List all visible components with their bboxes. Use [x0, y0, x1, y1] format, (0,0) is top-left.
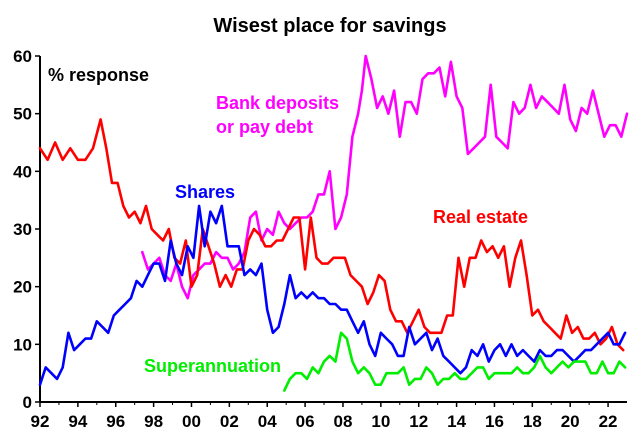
series-label-superannuation: Superannuation — [144, 356, 281, 376]
series-line-superannuation — [282, 331, 627, 392]
series-line-real-estate — [38, 118, 625, 352]
x-tick-label: 10 — [371, 412, 390, 431]
x-tick-label: 96 — [106, 412, 125, 431]
x-tick-label: 06 — [296, 412, 315, 431]
y-tick-label: 40 — [13, 162, 32, 181]
x-tick-label: 04 — [258, 412, 277, 431]
y-tick-label: 30 — [13, 220, 32, 239]
y-tick-label: 60 — [13, 47, 32, 66]
x-tick-label: 20 — [561, 412, 580, 431]
series-line-bank-deposits-or-pay-debt — [141, 54, 629, 300]
y-tick-label: 20 — [13, 278, 32, 297]
series-line-shares — [38, 204, 627, 387]
chart-axes: 0 10 20 30 40 50 60 92 94 96 98 00 02 04 06 08 10 12 14 16 1… — [13, 47, 627, 431]
x-tick-label: 22 — [599, 412, 618, 431]
series-label-bank-deposits-or-pay-debt: or pay debt — [216, 117, 313, 137]
series-label-real-estate: Real estate — [433, 207, 528, 227]
x-tick-label: 12 — [409, 412, 428, 431]
x-tick-label: 92 — [31, 412, 50, 431]
x-tick-label: 14 — [447, 412, 466, 431]
x-tick-label: 18 — [523, 412, 542, 431]
x-tick-label: 02 — [220, 412, 239, 431]
series-labels: Bank deposits or pay debt Real estate Share… — [144, 93, 528, 376]
series-lines — [38, 54, 629, 392]
y-tick-label: 10 — [13, 335, 32, 354]
x-tick-label: 08 — [334, 412, 353, 431]
series-label-bank-deposits-or-pay-debt: Bank deposits — [216, 93, 339, 113]
x-tick-label: 16 — [485, 412, 504, 431]
y-tick-label: 0 — [23, 393, 32, 412]
x-tick-label: 00 — [182, 412, 201, 431]
x-tick-label: 98 — [144, 412, 163, 431]
y-axis-label: % response — [48, 65, 149, 85]
x-tick-label: 94 — [68, 412, 87, 431]
series-label-shares: Shares — [175, 182, 235, 202]
chart-title: Wisest place for savings — [213, 15, 446, 37]
y-tick-label: 50 — [13, 105, 32, 124]
